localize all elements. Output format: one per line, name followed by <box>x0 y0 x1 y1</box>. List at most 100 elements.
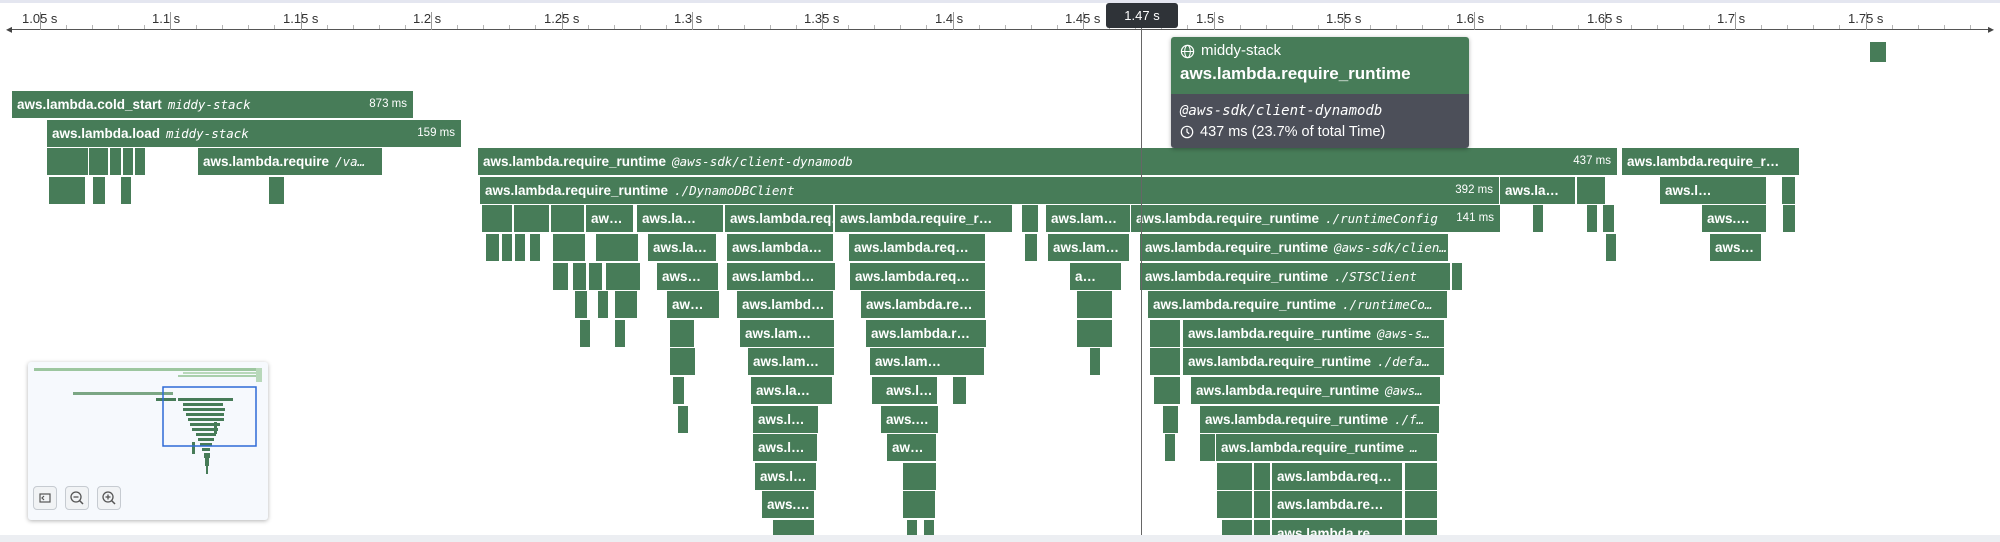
span-bar-r3-right-dots[interactable]: aws.… <box>1702 205 1767 232</box>
span-bar[interactable] <box>673 377 685 404</box>
span-bar[interactable] <box>1603 205 1615 232</box>
span-bar-r5-lambda-req[interactable]: aws.lambda.req… <box>850 263 986 290</box>
span-bar-r10-aws[interactable]: aws.… <box>881 406 939 433</box>
minimap-zoom-in-button[interactable] <box>97 486 121 510</box>
span-bar[interactable] <box>670 348 696 375</box>
span-bar-r3-lambda-req[interactable]: aws.lambda.req… <box>725 205 834 232</box>
span-bar[interactable] <box>580 320 591 347</box>
span-bar-r2-right-l[interactable]: aws.l… <box>1660 177 1767 204</box>
span-bar[interactable] <box>615 320 626 347</box>
span-bar-r3-lam[interactable]: aws.lam… <box>1046 205 1131 232</box>
span-bar-r7-lambda-r[interactable]: aws.lambda.r… <box>866 320 987 347</box>
span-bar[interactable] <box>1217 463 1253 490</box>
span-bar[interactable] <box>1025 234 1038 261</box>
span-bar-r6-lambd[interactable]: aws.lambd… <box>737 291 834 318</box>
span-bar-r3-lambda-r[interactable]: aws.lambda.require_r… <box>835 205 1013 232</box>
span-bar[interactable] <box>123 148 134 175</box>
span-bar[interactable] <box>1594 177 1606 204</box>
span-bar[interactable] <box>953 377 967 404</box>
span-bar-cold-start[interactable]: aws.lambda.cold_start middy-stack 873 ms <box>12 91 414 118</box>
span-bar[interactable] <box>515 234 526 261</box>
span-bar-r4-lam[interactable]: aws.lam… <box>1048 234 1130 261</box>
span-bar[interactable] <box>1022 205 1039 232</box>
span-bar[interactable] <box>670 320 695 347</box>
span-bar-r8-defa[interactable]: aws.lambda.require_runtime ./defa… <box>1183 348 1445 375</box>
span-bar-r2-la[interactable]: aws.la… <box>1500 177 1576 204</box>
span-bar-r8-lambda[interactable]: aws.lam… <box>870 348 985 375</box>
span-bar-r4-client[interactable]: aws.lambda.require_runtime @aws-sdk/clien… <box>1140 234 1449 261</box>
span-bar[interactable] <box>47 148 89 175</box>
span-bar-r13-re[interactable]: aws.lambda.re… <box>1272 491 1403 518</box>
minimap-zoom-out-button[interactable] <box>65 486 89 510</box>
span-bar[interactable] <box>502 234 513 261</box>
span-bar-r6-runtimeco[interactable]: aws.lambda.require_runtime ./runtimeCo… <box>1148 291 1448 318</box>
span-bar[interactable] <box>1217 491 1253 518</box>
span-bar[interactable] <box>121 177 132 204</box>
span-bar-load[interactable]: aws.lambda.load middy-stack 159 ms <box>47 120 462 147</box>
span-bar[interactable] <box>530 234 541 261</box>
span-bar-r3-la[interactable]: aws.la… <box>637 205 724 232</box>
span-bar[interactable] <box>1150 348 1181 375</box>
span-bar-rr-dynamodbclient[interactable]: aws.lambda.require_runtime ./DynamoDBClie… <box>480 177 1500 204</box>
span-bar[interactable] <box>269 177 285 204</box>
span-bar[interactable] <box>553 234 586 261</box>
span-bar[interactable] <box>1254 463 1271 490</box>
span-bar[interactable] <box>1782 177 1796 204</box>
span-bar-r12-l[interactable]: aws.l… <box>755 463 817 490</box>
span-bar[interactable] <box>1533 205 1544 232</box>
span-bar-r13-aws[interactable]: aws.… <box>762 491 815 518</box>
span-bar-r11-dots[interactable]: aws.lambda.require_runtime… <box>1216 434 1438 461</box>
span-bar[interactable] <box>110 148 122 175</box>
span-bar[interactable] <box>1587 205 1598 232</box>
span-bar[interactable] <box>589 263 603 290</box>
span-bar-r8-lam[interactable]: aws.lam… <box>748 348 835 375</box>
span-bar[interactable] <box>551 205 585 232</box>
span-bar[interactable] <box>1405 463 1438 490</box>
span-bar[interactable] <box>606 263 641 290</box>
span-bar-r5-aws[interactable]: aws… <box>657 263 719 290</box>
span-bar[interactable] <box>93 177 106 204</box>
span-bar-r11-aw[interactable]: aw… <box>887 434 937 461</box>
span-bar-r4-la[interactable]: aws.la… <box>648 234 717 261</box>
span-bar-r3-runtimeconfig[interactable]: aws.lambda.require_runtime ./runtimeConfi… <box>1131 205 1501 232</box>
span-bar[interactable] <box>1452 263 1463 290</box>
span-bar[interactable] <box>615 291 638 318</box>
span-bar[interactable] <box>575 291 588 318</box>
span-bar-r5-a[interactable]: a… <box>1070 263 1122 290</box>
minimap[interactable] <box>28 362 268 520</box>
span-bar[interactable] <box>907 520 918 542</box>
span-bar[interactable] <box>482 205 513 232</box>
span-bar-require-va[interactable]: aws.lambda.require/va… <box>198 148 383 175</box>
span-bar-rr-right[interactable]: aws.lambda.require_r… <box>1622 148 1800 175</box>
span-bar-r9-l[interactable]: aws.l… <box>881 377 938 404</box>
span-bar-r12-req[interactable]: aws.lambda.req… <box>1272 463 1403 490</box>
span-bar[interactable] <box>1405 491 1438 518</box>
span-bar[interactable] <box>89 148 109 175</box>
span-bar-r5-lambd[interactable]: aws.lambd… <box>727 263 836 290</box>
span-bar[interactable] <box>924 520 935 542</box>
span-bar-r4-lambda[interactable]: aws.lambda… <box>727 234 834 261</box>
span-bar[interactable] <box>903 491 936 518</box>
span-bar[interactable] <box>514 205 550 232</box>
span-bar-r6-aw[interactable]: aw… <box>667 291 720 318</box>
span-bar[interactable] <box>1077 291 1113 318</box>
span-bar[interactable] <box>678 406 689 433</box>
span-bar[interactable] <box>1163 406 1179 433</box>
span-bar[interactable] <box>1606 234 1617 261</box>
span-bar[interactable] <box>596 234 639 261</box>
span-bar[interactable] <box>903 463 937 490</box>
span-bar[interactable] <box>486 234 500 261</box>
span-bar-r3-aw[interactable]: aw… <box>586 205 634 232</box>
span-bar[interactable] <box>598 291 609 318</box>
span-bar-r4-right[interactable]: aws… <box>1710 234 1762 261</box>
span-bar[interactable] <box>1077 320 1113 347</box>
span-bar[interactable] <box>1150 320 1181 347</box>
minimap-reset-button[interactable] <box>33 486 57 510</box>
span-bar[interactable] <box>49 177 86 204</box>
span-bar-rr-dynamodb[interactable]: aws.lambda.require_runtime @aws-sdk/clien… <box>478 148 1618 175</box>
span-bar-r10-f[interactable]: aws.lambda.require_runtime ./f… <box>1200 406 1440 433</box>
span-bar-r9-la[interactable]: aws.la… <box>751 377 833 404</box>
span-bar-r10-l[interactable]: aws.l… <box>753 406 819 433</box>
span-bar-r4-lambda-req[interactable]: aws.lambda.req… <box>849 234 986 261</box>
span-bar[interactable] <box>1254 491 1271 518</box>
